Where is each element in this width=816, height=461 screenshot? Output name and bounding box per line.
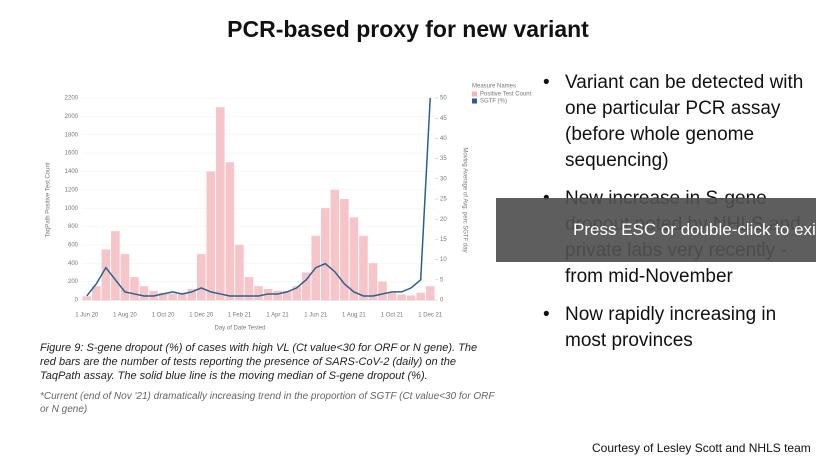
x-tick-label: 1 Oct 21 <box>381 313 404 319</box>
bar <box>330 189 340 300</box>
figure-caption: Figure 9: S-gene dropout (%) of cases wi… <box>40 342 478 382</box>
y2-tick-label: 25 <box>440 197 447 203</box>
bar <box>82 296 92 300</box>
x-tick-label: 1 Jun 20 <box>75 313 99 319</box>
bar <box>168 293 177 300</box>
bar <box>216 107 225 300</box>
y-tick-label: 2000 <box>65 114 79 120</box>
x-tick-label: 1 Apr 21 <box>266 313 289 319</box>
x-tick-label: 1 Jun 21 <box>304 313 328 319</box>
y2-tick-label: 30 <box>440 176 447 182</box>
bar <box>416 292 425 300</box>
x-tick-label: 1 Dec 21 <box>418 313 443 319</box>
x-tick-label: 1 Oct 20 <box>152 313 175 319</box>
bar <box>378 281 387 300</box>
legend-swatch <box>472 98 477 104</box>
bar <box>340 199 349 300</box>
x-tick-label: 1 Aug 20 <box>113 313 137 319</box>
bar <box>101 249 111 300</box>
bar <box>282 290 292 300</box>
y2-tick-label: 0 <box>440 298 444 304</box>
x-axis-title: Day of Date Tested <box>215 326 266 332</box>
bar <box>425 286 435 300</box>
y2-tick-label: 20 <box>440 217 447 223</box>
bar <box>235 244 244 300</box>
chart: Day of Date Tested TaqPath Positive Test… <box>40 80 532 335</box>
y-tick-label: 2200 <box>65 96 79 102</box>
bar <box>177 292 187 300</box>
bar <box>92 286 101 300</box>
fullscreen-overlay: Press ESC or double-click to exit full s… <box>496 198 816 262</box>
x-tick-label: 1 Feb 21 <box>228 313 252 319</box>
bar <box>244 277 254 300</box>
y2-tick-label: 10 <box>440 257 447 263</box>
bar <box>225 162 235 300</box>
footer: Courtesy of Lesley Scott and NHLS team <box>592 441 811 455</box>
bullet: Now rapidly increasing in most provinces <box>543 302 808 354</box>
bar <box>292 286 301 300</box>
legend-swatch <box>472 91 477 97</box>
y2-tick-label: 40 <box>440 136 447 142</box>
y2-tick-label: 50 <box>440 96 447 102</box>
y-tick-label: 1800 <box>65 132 79 138</box>
legend-title: Measure Names <box>472 84 516 90</box>
bar <box>206 171 216 300</box>
bar <box>397 294 406 300</box>
y-tick-label: 400 <box>68 261 79 267</box>
y-tick-label: 1600 <box>65 151 79 157</box>
bar <box>254 286 263 300</box>
y2-axis-title: Moving Average of Avg. perc SGTF day <box>461 147 467 252</box>
legend-label: SGTF (%) <box>480 99 507 105</box>
bar <box>406 295 416 300</box>
y2-tick-label: 35 <box>440 156 447 162</box>
bar <box>139 286 149 300</box>
x-tick-label: 1 Aug 21 <box>342 313 366 319</box>
slide-title: PCR-based proxy for new variant <box>227 16 589 42</box>
figure-note: *Current (end of Nov '21) dramatically i… <box>40 391 495 415</box>
bar <box>187 288 197 300</box>
y-tick-label: 1400 <box>65 169 79 175</box>
bar <box>273 290 282 300</box>
y-tick-label: 600 <box>68 242 79 248</box>
y2-tick-label: 45 <box>440 116 447 122</box>
bar <box>320 208 330 300</box>
bar <box>130 277 139 300</box>
bar <box>301 272 311 300</box>
bar <box>359 235 368 300</box>
bar <box>349 217 359 300</box>
bar <box>368 263 378 300</box>
bar <box>387 292 397 300</box>
bar <box>120 254 130 300</box>
y-tick-label: 200 <box>68 279 79 285</box>
y-axis-title: TaqPath Positive Test Count <box>46 162 52 237</box>
sgtf-line <box>86 97 431 297</box>
legend-label: Positive Test Count <box>480 92 532 98</box>
y-tick-label: 800 <box>68 224 79 230</box>
bullet: Variant can be detected with one particu… <box>543 70 808 174</box>
bar <box>196 254 206 300</box>
y-tick-label: 1200 <box>65 187 79 193</box>
x-tick-label: 1 Dec 20 <box>189 313 214 319</box>
y-tick-label: 1000 <box>65 206 79 212</box>
y2-tick-label: 15 <box>440 237 447 243</box>
y-tick-label: 0 <box>75 298 79 304</box>
y2-tick-label: 5 <box>440 277 444 283</box>
bar <box>158 292 168 300</box>
bar <box>111 231 120 300</box>
